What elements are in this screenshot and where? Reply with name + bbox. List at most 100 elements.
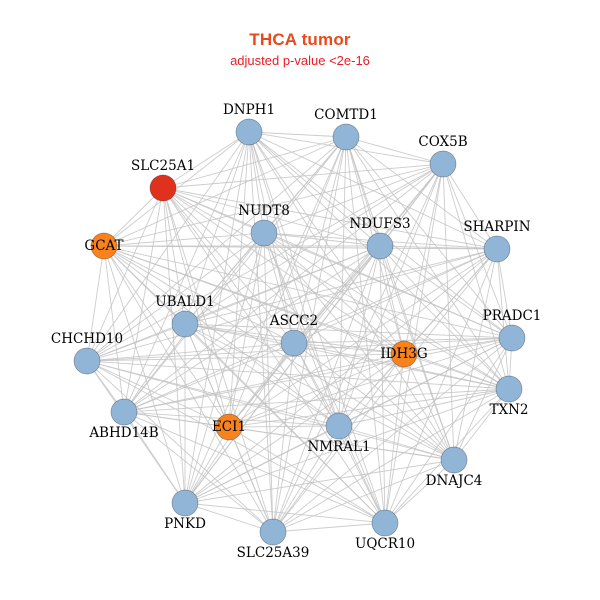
network-edge — [272, 522, 386, 533]
network-edge — [379, 245, 513, 339]
network-edge — [103, 245, 340, 427]
network-node-slc25a1 — [149, 174, 177, 202]
network-edge — [453, 388, 510, 461]
network-edge — [162, 131, 250, 189]
network-edge — [103, 245, 510, 390]
network-edge — [162, 136, 347, 189]
network-edge — [293, 342, 340, 427]
network-node-ndufs3 — [366, 232, 394, 260]
network-edge — [263, 232, 295, 344]
network-edge — [86, 360, 340, 427]
network-edge — [86, 136, 347, 362]
network-edge — [228, 388, 510, 428]
network-edge — [184, 323, 513, 339]
network-edge — [228, 426, 386, 524]
network-edge — [453, 337, 513, 461]
network-edge — [379, 245, 455, 461]
node-label-gcat: GCAT — [84, 238, 123, 254]
network-node-comtd1 — [332, 123, 360, 151]
plot-title: THCA tumor — [249, 30, 351, 49]
network-edge — [272, 388, 510, 533]
label-layer: DNPH1 COMTD1 COX5B SLC25A1 NUDT8 NDUFS3 SHARPI… — [51, 102, 541, 561]
network-edge — [162, 187, 498, 250]
network-edge — [184, 323, 510, 390]
network-edge — [228, 426, 455, 461]
node-label-ubald1: UBALD1 — [155, 294, 214, 310]
network-edge — [162, 187, 386, 524]
network-edge — [228, 426, 274, 533]
network-edge — [384, 459, 455, 524]
network-edge — [162, 187, 405, 355]
network-edge — [184, 163, 444, 325]
network-node-txn2 — [495, 375, 523, 403]
network-edge — [86, 360, 510, 390]
network-edge — [379, 245, 386, 524]
network-edge — [86, 245, 381, 362]
network-node-cox5b — [429, 150, 457, 178]
network-edge — [103, 131, 250, 247]
network-edge — [228, 248, 498, 428]
node-label-ascc2: ASCC2 — [269, 313, 318, 329]
network-node-pradc1 — [498, 324, 526, 352]
network-node-sharpin — [483, 235, 511, 263]
network-edge — [103, 136, 347, 247]
network-node-abhd14b — [110, 398, 138, 426]
network-edge — [184, 245, 381, 504]
network-edge — [184, 323, 455, 461]
network-edge — [162, 187, 274, 533]
network-edge — [86, 248, 498, 362]
network-edge — [123, 342, 295, 413]
network-edge — [103, 245, 186, 504]
network-edge — [103, 245, 230, 428]
network-edge — [338, 353, 405, 427]
network-edge — [248, 131, 347, 138]
network-edge — [184, 459, 455, 504]
network-edge — [162, 187, 295, 344]
network-node-idh3g — [390, 340, 418, 368]
network-edge — [496, 248, 513, 339]
node-label-chchd10: CHCHD10 — [51, 331, 123, 347]
network-edge — [248, 131, 265, 234]
network-edge — [184, 131, 250, 504]
network-edge — [345, 136, 455, 461]
network-edge — [248, 131, 498, 250]
network-edge — [293, 342, 455, 461]
network-edge — [123, 388, 510, 413]
network-node-ascc2 — [280, 329, 308, 357]
network-node-dnajc4 — [440, 446, 468, 474]
node-label-sharpin: SHARPIN — [463, 219, 530, 235]
network-edge — [345, 136, 510, 390]
node-label-pnkd: PNKD — [164, 516, 206, 532]
network-edge — [123, 353, 405, 413]
network-edge — [263, 232, 513, 339]
network-edge — [184, 232, 265, 325]
network-node-ubald1 — [171, 310, 199, 338]
network-edge — [123, 245, 381, 413]
network-edge — [103, 245, 498, 250]
network-edge — [184, 502, 274, 533]
network-edge — [272, 245, 381, 533]
node-label-slc25a1: SLC25A1 — [131, 158, 195, 174]
network-edge — [338, 388, 510, 427]
plot-subtitle: adjusted p-value <2e-16 — [230, 53, 370, 68]
network-edge — [184, 353, 405, 504]
network-edge — [162, 163, 444, 189]
network-node-gcat — [90, 232, 118, 260]
network-edge — [184, 502, 386, 524]
network-edge — [103, 187, 164, 247]
network-edge — [184, 426, 230, 504]
network-edge — [272, 337, 513, 533]
network-edge — [162, 187, 455, 461]
node-label-txn2: TXN2 — [489, 402, 528, 418]
network-edge — [86, 360, 230, 428]
network-edge — [103, 245, 274, 533]
network-edge — [384, 248, 498, 524]
network-edge — [248, 131, 381, 247]
network-node-pnkd — [171, 489, 199, 517]
node-label-uqcr10: UQCR10 — [355, 536, 415, 552]
network-node-dnph1 — [235, 118, 263, 146]
network-edge — [442, 163, 513, 339]
network-edge — [184, 425, 340, 504]
network-edge — [263, 232, 381, 247]
network-edge — [379, 245, 510, 390]
